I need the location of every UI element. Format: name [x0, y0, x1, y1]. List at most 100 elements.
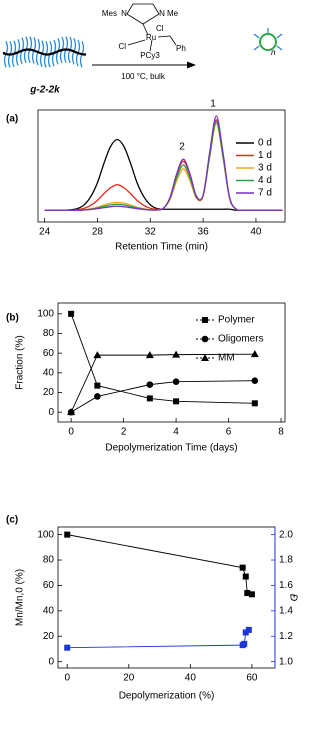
panel-label: (c) — [6, 515, 18, 526]
y2-tick-label: 1.8 — [279, 555, 293, 566]
y-tick-label: 20 — [43, 631, 55, 642]
y-tick-label: 20 — [43, 387, 55, 398]
series-line — [44, 115, 283, 212]
x-tick-label: 0 — [68, 427, 74, 438]
y-tick-label: 100 — [37, 529, 54, 540]
data-point — [245, 626, 252, 633]
y2-tick-label: 1.6 — [279, 580, 293, 591]
panel-label: (b) — [6, 313, 19, 324]
y-axis-title: Mn/Mn,0 (%) — [15, 569, 26, 626]
data-point — [251, 377, 259, 384]
data-point — [145, 351, 154, 359]
data-point — [244, 590, 251, 597]
y-tick-label: 0 — [48, 656, 54, 667]
catalyst-label: N — [159, 9, 165, 18]
data-point — [94, 393, 101, 400]
x-axis-title: Retention Time (min) — [115, 242, 208, 253]
x-tick-label: 60 — [246, 673, 258, 684]
x-tick-label: 6 — [226, 427, 232, 438]
data-point — [173, 398, 180, 405]
legend-label: 0 d — [258, 138, 272, 149]
y-tick-label: 40 — [43, 605, 55, 616]
data-point — [68, 310, 75, 317]
data-point — [93, 351, 102, 359]
catalyst-label: Ph — [176, 44, 186, 53]
x-tick-label: 28 — [92, 227, 104, 238]
data-point — [251, 400, 258, 407]
data-point — [172, 378, 180, 385]
x-axis-title: Depolymerization Time (days) — [105, 443, 237, 454]
legend-label: Oligomers — [218, 334, 264, 345]
plot-frame — [37, 109, 286, 223]
x-tick-label: 24 — [39, 227, 51, 238]
series-line — [67, 534, 253, 595]
x-tick-label: 32 — [145, 227, 157, 238]
series-line — [44, 119, 283, 212]
catalyst-label: Me — [167, 9, 179, 18]
backbone — [2, 48, 86, 56]
polymer-label: g-2-2k — [29, 85, 60, 96]
series-line — [44, 123, 283, 212]
data-point — [172, 350, 181, 358]
catalyst-label: N — [121, 9, 127, 18]
y-tick-label: 80 — [43, 555, 55, 566]
y2-axis-title: Đ — [287, 594, 298, 601]
bond — [142, 23, 149, 36]
legend-label: 4 d — [258, 175, 272, 186]
legend-marker — [201, 335, 209, 343]
series-line — [67, 629, 250, 649]
data-point — [64, 531, 71, 538]
y-tick-label: 100 — [37, 308, 54, 319]
legend-label: 7 d — [258, 188, 272, 199]
data-point — [94, 382, 101, 389]
arrowhead — [187, 61, 196, 69]
peak-label: 2 — [179, 142, 185, 153]
y-axis-title: Fraction (%) — [15, 335, 26, 389]
catalyst-label: Cl — [118, 42, 126, 51]
ring — [259, 33, 277, 51]
conditions: 100 °C, bulk — [121, 72, 166, 81]
data-point — [67, 408, 76, 416]
y-tick-label: 80 — [43, 328, 55, 339]
x-tick-label: 20 — [123, 673, 135, 684]
y-tick-label: 0 — [48, 407, 54, 418]
data-point — [239, 564, 246, 571]
legend-marker — [201, 354, 209, 361]
data-point — [241, 640, 248, 647]
data-point — [242, 629, 249, 636]
reaction-scheme: Mes N N Me Cl Ru Ph Cl PCy3 100 °C, bulk… — [2, 3, 283, 96]
y2-tick-label: 1.0 — [279, 656, 293, 667]
data-point — [248, 591, 255, 598]
y2-tick-label: 1.2 — [279, 631, 293, 642]
data-point — [250, 350, 259, 358]
data-point — [146, 395, 153, 402]
y2-tick-label: 2.0 — [279, 529, 293, 540]
x-tick-label: 0 — [64, 673, 70, 684]
catalyst-label: PCy3 — [140, 51, 160, 60]
data-point — [146, 381, 154, 388]
catalyst-label: Cl — [156, 24, 164, 33]
bottlebrush-polymer — [2, 36, 86, 68]
data-point — [242, 573, 249, 580]
legend-marker — [202, 317, 208, 323]
y-tick-label: 60 — [43, 580, 55, 591]
panel-label: (a) — [6, 114, 18, 125]
catalyst-label: Ru — [146, 33, 156, 42]
series-line — [44, 138, 283, 211]
bond — [149, 39, 153, 52]
data-point — [64, 644, 71, 651]
legend-label: MM — [218, 353, 235, 364]
cyclic-product: n — [253, 28, 283, 57]
legend-label: 1 d — [258, 150, 272, 161]
product-subscript: n — [271, 48, 276, 57]
x-tick-label: 36 — [198, 227, 210, 238]
x-tick-label: 40 — [185, 673, 197, 684]
x-tick-label: 2 — [121, 427, 127, 438]
series-line — [44, 121, 283, 212]
y-tick-label: 60 — [43, 348, 55, 359]
x-tick-label: 40 — [250, 227, 262, 238]
x-tick-label: 4 — [173, 427, 179, 438]
figure: Mes N N Me Cl Ru Ph Cl PCy3 100 °C, bulk… — [2, 3, 298, 702]
peak-label: 1 — [210, 99, 216, 110]
y2-tick-label: 1.4 — [279, 605, 293, 616]
